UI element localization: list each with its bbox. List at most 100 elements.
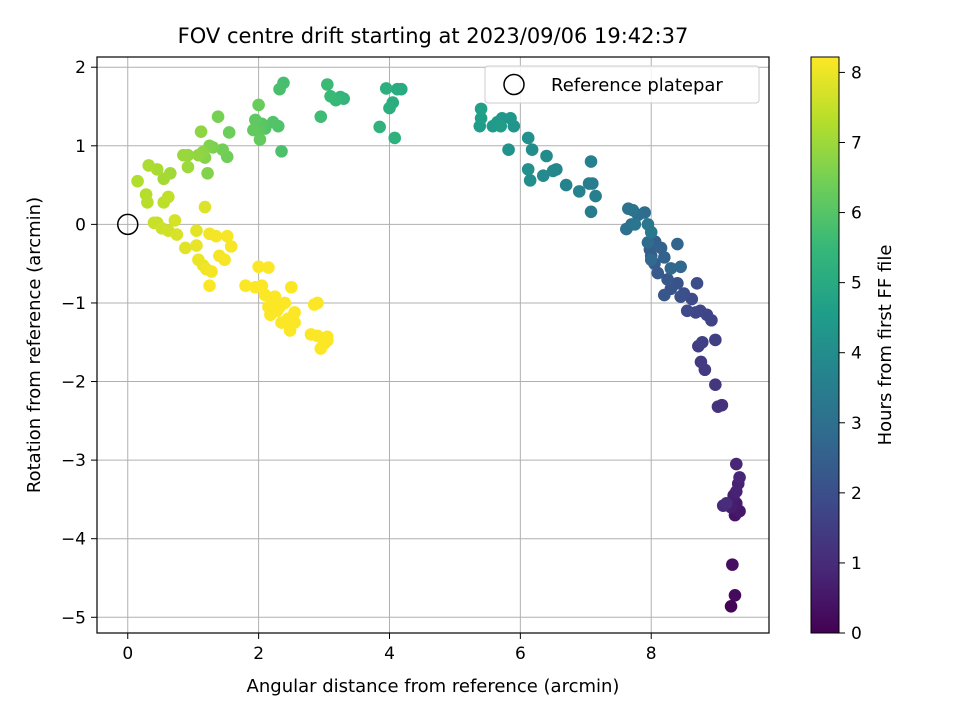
colorbar-tick-label: 7 bbox=[851, 133, 862, 153]
data-point bbox=[216, 143, 229, 157]
data-point bbox=[239, 279, 252, 292]
data-point bbox=[190, 224, 203, 237]
data-point bbox=[142, 159, 155, 172]
data-point bbox=[324, 89, 337, 103]
data-point bbox=[379, 82, 393, 95]
data-point bbox=[201, 167, 214, 180]
colorbar-ticks: 0 1 2 3 4 5 6 7 8 bbox=[839, 63, 862, 644]
colorbar-tick-label: 3 bbox=[851, 414, 862, 434]
data-point bbox=[262, 261, 275, 274]
data-point bbox=[209, 229, 223, 243]
data-point bbox=[724, 599, 738, 613]
data-point bbox=[383, 101, 396, 115]
grid bbox=[97, 57, 769, 633]
y-tick-label: 0 bbox=[75, 215, 86, 235]
reference-point bbox=[117, 213, 139, 236]
data-point bbox=[589, 189, 602, 203]
data-point bbox=[584, 155, 598, 168]
data-point bbox=[644, 253, 658, 267]
data-point bbox=[162, 190, 175, 204]
data-point bbox=[275, 144, 288, 158]
data-point bbox=[540, 149, 553, 163]
data-point bbox=[252, 260, 265, 274]
data-point bbox=[644, 225, 658, 239]
chart-title: FOV centre drift starting at 2023/09/06 … bbox=[178, 24, 689, 48]
data-point bbox=[314, 110, 328, 124]
data-point bbox=[198, 200, 212, 214]
data-point bbox=[211, 110, 225, 124]
y-axis: −5 −4 −3 −2 −1 0 1 2 bbox=[61, 58, 97, 628]
x-tick-label: 0 bbox=[122, 644, 133, 664]
data-point bbox=[190, 239, 203, 252]
data-point bbox=[729, 485, 743, 498]
data-point bbox=[658, 288, 671, 302]
data-point bbox=[680, 304, 694, 318]
colorbar-tick-label: 8 bbox=[851, 63, 862, 83]
data-point bbox=[709, 333, 722, 347]
data-point bbox=[728, 588, 742, 602]
data-point bbox=[373, 120, 386, 134]
data-point bbox=[694, 355, 708, 369]
data-point bbox=[268, 290, 282, 303]
data-point bbox=[584, 205, 598, 219]
data-point bbox=[726, 558, 739, 571]
data-point bbox=[525, 143, 539, 157]
x-tick-label: 2 bbox=[253, 644, 264, 664]
data-point bbox=[258, 288, 272, 302]
data-point bbox=[391, 82, 404, 96]
data-point bbox=[181, 160, 195, 174]
y-axis-label: Rotation from reference (arcmin) bbox=[24, 197, 45, 493]
data-point bbox=[502, 143, 515, 157]
data-point bbox=[311, 296, 324, 310]
y-tick-label: −5 bbox=[61, 608, 86, 628]
data-point bbox=[224, 240, 238, 253]
data-point bbox=[288, 306, 301, 319]
data-point bbox=[559, 178, 573, 192]
legend: Reference platepar bbox=[484, 65, 760, 104]
data-point bbox=[220, 229, 234, 243]
data-point bbox=[729, 457, 743, 471]
plot-frame bbox=[96, 56, 770, 634]
data-point bbox=[288, 316, 301, 329]
data-point bbox=[664, 262, 678, 275]
legend-entry: Reference platepar bbox=[551, 75, 723, 96]
data-point bbox=[711, 400, 725, 413]
data-point bbox=[521, 131, 535, 145]
data-point bbox=[252, 98, 265, 112]
data-point bbox=[249, 113, 262, 127]
data-point bbox=[278, 296, 292, 310]
y-tick-label: 1 bbox=[75, 137, 86, 157]
y-tick-label: −3 bbox=[61, 451, 86, 471]
data-point bbox=[628, 218, 642, 231]
data-point bbox=[494, 119, 508, 133]
data-point bbox=[474, 111, 488, 125]
data-point bbox=[179, 241, 192, 255]
x-axis-label: Angular distance from reference (arcmin) bbox=[247, 676, 620, 697]
legend-marker-icon bbox=[503, 73, 525, 96]
y-tick-label: −4 bbox=[61, 530, 86, 550]
data-point bbox=[192, 148, 205, 162]
data-point bbox=[222, 126, 236, 139]
colorbar-tick-label: 0 bbox=[851, 624, 862, 644]
colorbar-gradient bbox=[810, 56, 840, 634]
data-point bbox=[695, 335, 709, 349]
data-point bbox=[205, 265, 218, 278]
data-point bbox=[521, 163, 535, 176]
y-tick-label: −1 bbox=[61, 294, 86, 314]
legend-box bbox=[484, 65, 760, 104]
data-point bbox=[321, 78, 334, 91]
data-point bbox=[523, 174, 537, 187]
data-point bbox=[733, 471, 746, 484]
data-point bbox=[194, 125, 208, 138]
colorbar-tick-label: 5 bbox=[851, 274, 862, 294]
data-point bbox=[141, 196, 154, 209]
colorbar-tick-label: 2 bbox=[851, 484, 862, 504]
x-axis: 0 2 4 6 8 bbox=[122, 633, 657, 664]
data-point bbox=[131, 174, 144, 188]
y-tick-label: −2 bbox=[61, 373, 86, 393]
y-tick-label: 2 bbox=[75, 58, 86, 78]
data-point bbox=[536, 169, 550, 182]
data-point bbox=[273, 82, 286, 96]
data-point bbox=[546, 164, 560, 178]
